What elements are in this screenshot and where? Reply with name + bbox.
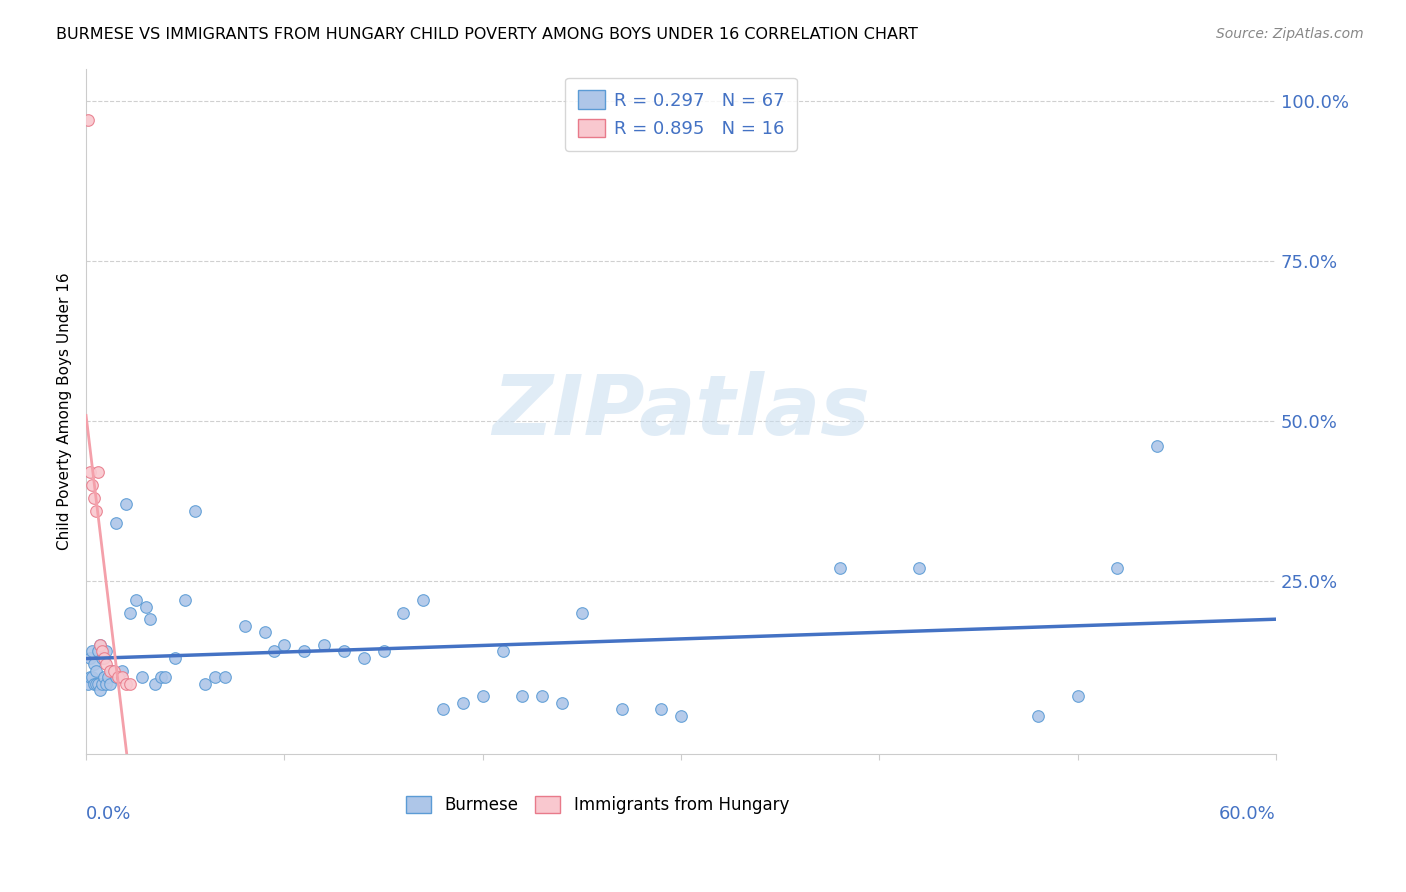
Point xyxy=(103,664,125,678)
Legend: Burmese, Immigrants from Hungary: Burmese, Immigrants from Hungary xyxy=(399,789,796,821)
Point xyxy=(80,478,103,492)
Point xyxy=(111,670,134,684)
Point xyxy=(273,638,295,652)
Point xyxy=(263,644,285,658)
Point xyxy=(83,491,105,505)
Point xyxy=(828,561,851,575)
Point xyxy=(1146,440,1168,454)
Point xyxy=(107,670,129,684)
Point xyxy=(79,670,101,684)
Point xyxy=(1026,708,1049,723)
Point xyxy=(93,651,115,665)
Point xyxy=(89,682,111,697)
Point xyxy=(1107,561,1129,575)
Point xyxy=(432,702,454,716)
Point xyxy=(214,670,236,684)
Point xyxy=(90,651,112,665)
Point xyxy=(353,651,375,665)
Point xyxy=(80,644,103,658)
Point xyxy=(233,619,256,633)
Point xyxy=(150,670,173,684)
Point xyxy=(84,664,107,678)
Point xyxy=(87,644,110,658)
Point xyxy=(451,696,474,710)
Text: 60.0%: 60.0% xyxy=(1219,805,1277,823)
Point xyxy=(104,670,127,684)
Point xyxy=(77,112,100,127)
Point xyxy=(312,638,335,652)
Point xyxy=(512,690,534,704)
Point xyxy=(94,657,117,672)
Point xyxy=(669,708,692,723)
Point xyxy=(412,593,434,607)
Point xyxy=(104,516,127,531)
Text: ZIPatlas: ZIPatlas xyxy=(492,371,870,451)
Point xyxy=(90,644,112,658)
Point xyxy=(94,644,117,658)
Point xyxy=(131,670,153,684)
Point xyxy=(83,657,105,672)
Point xyxy=(84,503,107,517)
Point xyxy=(89,638,111,652)
Point xyxy=(253,625,276,640)
Point xyxy=(114,676,136,690)
Point xyxy=(184,503,207,517)
Point xyxy=(292,644,315,658)
Point xyxy=(87,676,110,690)
Point xyxy=(145,676,167,690)
Point xyxy=(551,696,574,710)
Point xyxy=(135,599,157,614)
Point xyxy=(80,670,103,684)
Point xyxy=(77,676,100,690)
Point xyxy=(118,606,141,620)
Point xyxy=(610,702,633,716)
Point xyxy=(491,644,513,658)
Point xyxy=(90,676,112,690)
Point xyxy=(392,606,415,620)
Point xyxy=(571,606,593,620)
Point xyxy=(531,690,554,704)
Text: 0.0%: 0.0% xyxy=(86,805,131,823)
Point xyxy=(194,676,217,690)
Point xyxy=(114,497,136,511)
Point xyxy=(98,664,121,678)
Y-axis label: Child Poverty Among Boys Under 16: Child Poverty Among Boys Under 16 xyxy=(58,272,72,550)
Text: BURMESE VS IMMIGRANTS FROM HUNGARY CHILD POVERTY AMONG BOYS UNDER 16 CORRELATION: BURMESE VS IMMIGRANTS FROM HUNGARY CHILD… xyxy=(56,27,918,42)
Point xyxy=(111,664,134,678)
Point xyxy=(155,670,177,684)
Text: Source: ZipAtlas.com: Source: ZipAtlas.com xyxy=(1216,27,1364,41)
Point xyxy=(333,644,356,658)
Point xyxy=(101,664,124,678)
Point xyxy=(373,644,395,658)
Point xyxy=(124,593,146,607)
Point xyxy=(83,676,105,690)
Point xyxy=(98,676,121,690)
Point xyxy=(471,690,494,704)
Point xyxy=(650,702,672,716)
Point xyxy=(93,670,115,684)
Point xyxy=(79,465,101,479)
Point xyxy=(138,612,160,626)
Point xyxy=(118,676,141,690)
Point xyxy=(79,651,101,665)
Point xyxy=(94,676,117,690)
Point xyxy=(87,465,110,479)
Point xyxy=(89,638,111,652)
Point xyxy=(1066,690,1088,704)
Point xyxy=(204,670,226,684)
Point xyxy=(84,676,107,690)
Point xyxy=(165,651,187,665)
Point xyxy=(97,670,120,684)
Point xyxy=(174,593,197,607)
Point xyxy=(908,561,931,575)
